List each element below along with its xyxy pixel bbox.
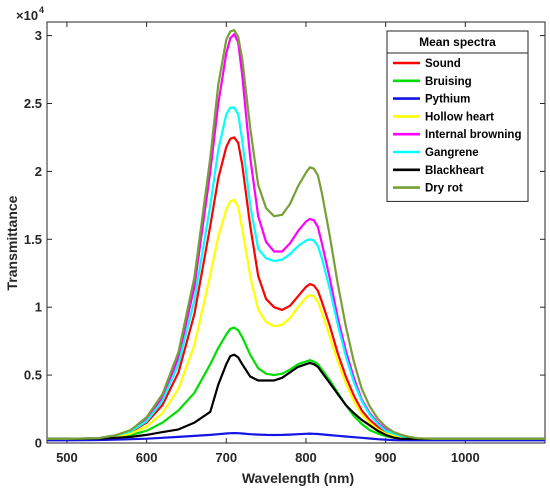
x-tick-label: 500 xyxy=(56,450,78,465)
legend-item-label: Blackheart xyxy=(425,165,484,177)
y-tick-label: 0 xyxy=(35,436,42,451)
x-tick-label: 900 xyxy=(375,450,397,465)
legend-item-label: Gangrene xyxy=(425,147,479,159)
x-tick-label: 600 xyxy=(136,450,158,465)
y-axis-label: Transmittance xyxy=(4,195,20,290)
y-tick-label: 0.5 xyxy=(24,368,42,383)
series-lines xyxy=(47,29,545,442)
y-tick-label: 2.5 xyxy=(24,96,42,111)
y-tick-label: 1 xyxy=(35,300,42,315)
y-tick-label: 3 xyxy=(35,28,42,43)
series-line-sound xyxy=(47,136,545,440)
legend-item-label: Hollow heart xyxy=(425,111,494,123)
series-line-blackheart xyxy=(47,353,545,440)
legend-item-label: Bruising xyxy=(425,76,472,88)
series-line-gangrene xyxy=(47,106,545,440)
x-tick-label: 800 xyxy=(295,450,317,465)
legend-title: Mean spectra xyxy=(419,35,496,49)
series-line-bruising xyxy=(47,326,545,440)
series-line-hollow-heart xyxy=(47,198,545,440)
y-tick-label: 2 xyxy=(35,164,42,179)
y-exponent-power: 4 xyxy=(39,5,44,15)
y-exponent-label: ×10 xyxy=(16,8,38,23)
legend: Mean spectra Sound Bruising Pythium Hollow h… xyxy=(386,30,529,202)
legend-item-label: Sound xyxy=(425,58,461,70)
series-line-pythium xyxy=(47,432,545,442)
legend-item-label: Dry rot xyxy=(425,183,463,195)
legend-item-label: Internal browning xyxy=(425,129,521,141)
y-tick-label: 1.5 xyxy=(24,232,42,247)
x-tick-label: 1000 xyxy=(451,450,480,465)
legend-item-label: Pythium xyxy=(425,94,470,106)
x-axis-label: Wavelength (nm) xyxy=(242,470,354,486)
series-line-dry-rot xyxy=(47,29,545,440)
x-tick-label: 700 xyxy=(215,450,237,465)
